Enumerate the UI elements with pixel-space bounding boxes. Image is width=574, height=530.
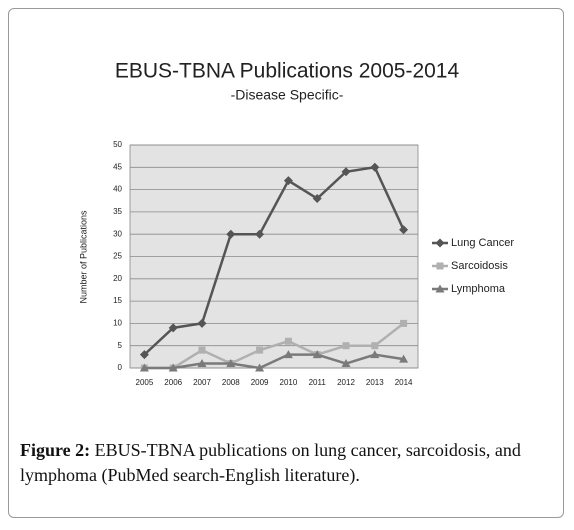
legend-label: Sarcoidosis bbox=[451, 260, 508, 272]
x-tick-label: 2007 bbox=[193, 378, 211, 387]
data-point bbox=[255, 363, 265, 372]
x-tick-label: 2006 bbox=[164, 378, 182, 387]
series-line bbox=[144, 353, 404, 370]
chart-title: EBUS-TBNA Publications 2005-2014 bbox=[115, 60, 460, 83]
x-tick-label: 2009 bbox=[251, 378, 269, 387]
y-tick-label: 10 bbox=[113, 319, 122, 328]
data-point bbox=[226, 229, 236, 239]
data-point bbox=[168, 363, 178, 372]
y-tick-label: 5 bbox=[118, 341, 123, 350]
series-line bbox=[144, 322, 405, 370]
legend-marker bbox=[436, 262, 444, 270]
y-axis-label: Number of Publications bbox=[78, 210, 88, 304]
x-tick-label: 2014 bbox=[395, 378, 413, 387]
caption: Figure 2: EBUS-TBNA publications on lung… bbox=[20, 438, 560, 488]
data-point bbox=[312, 194, 322, 204]
caption-text: EBUS-TBNA publications on lung cancer, s… bbox=[20, 440, 521, 485]
data-point bbox=[197, 359, 207, 368]
data-point bbox=[256, 346, 264, 354]
data-point bbox=[283, 350, 293, 359]
y-tick-label: 50 bbox=[113, 140, 122, 149]
data-point bbox=[284, 337, 292, 345]
data-point bbox=[400, 319, 408, 327]
data-point bbox=[283, 176, 293, 186]
x-tick-label: 2011 bbox=[309, 378, 327, 387]
data-point bbox=[370, 162, 380, 172]
x-tick-label: 2008 bbox=[222, 378, 240, 387]
legend-marker bbox=[435, 284, 445, 293]
data-point bbox=[197, 318, 207, 328]
y-tick-label: 40 bbox=[113, 185, 122, 194]
y-tick-label: 30 bbox=[113, 229, 122, 238]
y-tick-label: 15 bbox=[113, 296, 122, 305]
data-point bbox=[371, 342, 379, 350]
x-tick-label: 2010 bbox=[280, 378, 298, 387]
data-point bbox=[312, 350, 322, 359]
y-tick-label: 25 bbox=[113, 252, 122, 261]
data-point bbox=[255, 229, 265, 239]
chart: EBUS-TBNA Publications 2005-2014 -Diseas… bbox=[78, 60, 514, 388]
y-tick-label: 0 bbox=[118, 363, 123, 372]
x-tick-label: 2012 bbox=[337, 378, 355, 387]
y-tick-label: 35 bbox=[113, 207, 122, 216]
data-point bbox=[399, 354, 409, 363]
x-tick-label: 2005 bbox=[136, 378, 154, 387]
legend-marker bbox=[435, 238, 445, 248]
data-point bbox=[139, 350, 149, 360]
data-point bbox=[341, 359, 351, 368]
data-point bbox=[341, 167, 351, 177]
data-point bbox=[226, 359, 236, 368]
legend-label: Lung Cancer bbox=[451, 237, 514, 249]
data-point bbox=[399, 225, 409, 235]
figure-frame bbox=[8, 8, 564, 518]
x-tick-label: 2013 bbox=[366, 378, 384, 387]
chart-subtitle: -Disease Specific- bbox=[231, 87, 344, 103]
legend-label: Lymphoma bbox=[451, 283, 506, 295]
y-tick-label: 20 bbox=[113, 274, 122, 283]
data-point bbox=[168, 323, 178, 333]
series-line bbox=[143, 165, 405, 356]
data-point bbox=[342, 342, 350, 350]
data-point bbox=[139, 363, 149, 372]
y-tick-label: 45 bbox=[113, 162, 122, 171]
data-point bbox=[370, 350, 380, 359]
data-point bbox=[198, 346, 206, 354]
caption-label: Figure 2: bbox=[20, 440, 91, 460]
